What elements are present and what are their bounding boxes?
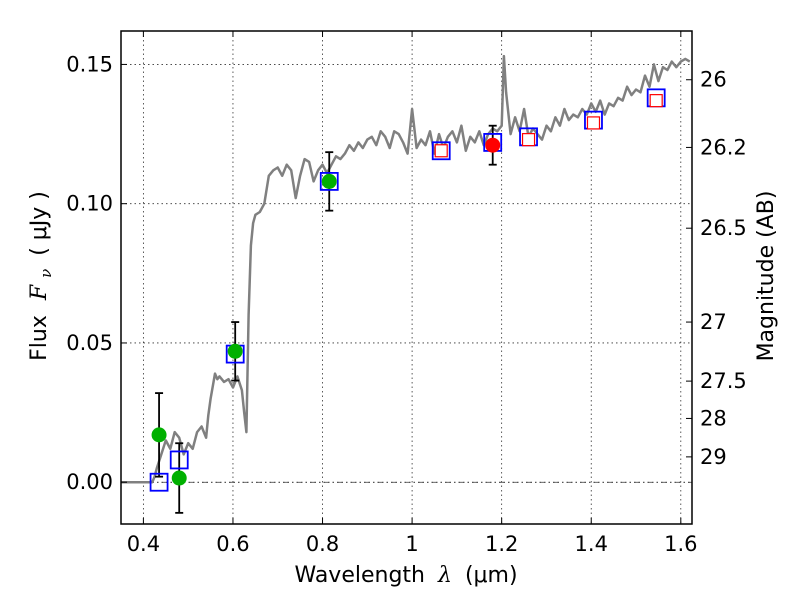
right-tick-label: 27 <box>700 310 727 334</box>
x-tick-label: 0.6 <box>216 532 249 556</box>
model-point <box>431 141 451 161</box>
x-tick-label: 0.4 <box>127 532 160 556</box>
sed-template-line <box>121 54 691 484</box>
limit-point <box>586 116 601 130</box>
model-point <box>149 472 169 492</box>
plot-frame <box>120 30 693 525</box>
grid <box>121 31 692 524</box>
x-tick-label: 0.8 <box>306 532 339 556</box>
right-tick-label: 26 <box>700 68 727 92</box>
observed-point <box>485 137 501 153</box>
plot-area <box>121 54 691 514</box>
right-tick-label: 26.2 <box>700 135 747 159</box>
x-axis-label-text: Wavelength <box>294 563 425 588</box>
x-tick-label: 1.6 <box>664 532 697 556</box>
x-tick-label: 1.2 <box>485 532 518 556</box>
x-axis-label: Wavelength λ (μm) <box>294 563 517 588</box>
y-tick-label: 0.00 <box>66 470 113 494</box>
observed-point <box>151 427 167 443</box>
right-tick-label: 28 <box>700 406 727 430</box>
y-axis-subscript: ν <box>37 269 55 278</box>
x-axis-unit: (μm) <box>465 563 518 588</box>
x-tick-label: 1 <box>405 532 418 556</box>
observed-point <box>321 173 337 189</box>
observed-point <box>227 343 243 359</box>
y-axis-symbol: F <box>27 284 52 301</box>
limit-point <box>434 144 448 158</box>
limit-point <box>521 133 536 147</box>
model-point <box>169 450 189 470</box>
y-axis-label: Flux F ν ( μJy ) <box>27 191 57 361</box>
y-tick-label: 0.10 <box>66 192 113 216</box>
right-tick-label: 29 <box>700 445 727 469</box>
y-tick-label: 0.05 <box>66 331 113 355</box>
limit-point <box>649 94 663 108</box>
model-point <box>319 172 339 191</box>
ticks: 0.4 0.6 0.8 1 1.2 1.4 1.6 0.00 0.05 0.10 0.15 26 26.… <box>66 31 747 556</box>
y-axis-unit: ( μJy ) <box>27 191 52 256</box>
x-axis-symbol: λ <box>437 563 452 588</box>
right-tick-label: 26.5 <box>700 216 747 240</box>
right-axis-label: Magnitude (AB) <box>754 191 779 362</box>
observed-point <box>171 470 187 486</box>
y-axis-label-text: Flux <box>27 315 52 361</box>
right-tick-label: 27.5 <box>700 369 747 393</box>
x-tick-label: 1.4 <box>575 532 608 556</box>
y-tick-label: 0.15 <box>66 52 113 76</box>
